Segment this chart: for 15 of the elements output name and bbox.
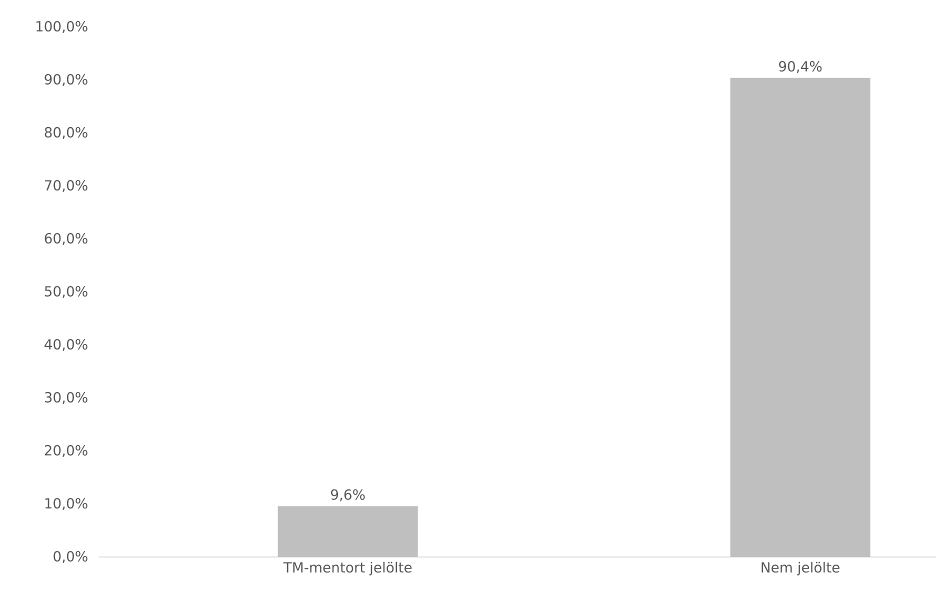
data-label: 90,4%: [779, 61, 822, 74]
y-tick-label: 0,0%: [54, 551, 88, 563]
y-tick-label: 40,0%: [44, 339, 88, 351]
x-tick-label: TM-mentort jelölte: [283, 562, 412, 576]
x-tick-label: Nem jelölte: [762, 562, 840, 576]
y-tick-label: 70,0%: [44, 180, 88, 192]
y-tick-label: 80,0%: [44, 127, 88, 139]
y-tick-label: 10,0%: [45, 498, 88, 510]
y-tick-label: 20,0%: [44, 445, 88, 457]
y-tick-label: 60,0%: [44, 233, 88, 245]
y-tick-label: 30,0%: [44, 392, 88, 404]
y-tick-label: 100,0%: [36, 21, 88, 33]
data-label: 9,6%: [331, 489, 365, 502]
y-tick-label: 90,0%: [44, 74, 88, 86]
y-tick-label: 50,0%: [44, 286, 88, 298]
